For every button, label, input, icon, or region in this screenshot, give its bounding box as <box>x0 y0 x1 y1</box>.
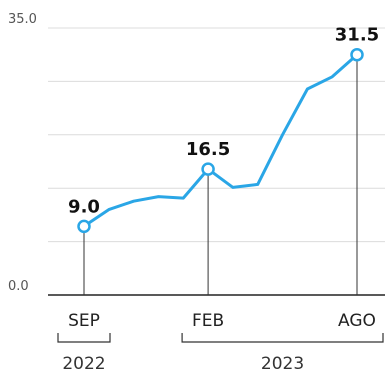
year-bracket <box>57 333 111 343</box>
data-point-marker <box>201 162 215 176</box>
y-tick-label: 0.0 <box>8 279 29 294</box>
axis-labels: 35.0 0.0 <box>8 12 37 294</box>
year-label: 2023 <box>261 354 304 374</box>
series-line <box>82 53 359 228</box>
x-tick-label: AGO <box>338 311 376 331</box>
data-points <box>77 47 364 234</box>
gridlines <box>48 27 385 296</box>
data-label: 16.5 <box>186 139 230 160</box>
x-tick-label: FEB <box>192 311 224 331</box>
data-point-marker <box>77 219 91 234</box>
year-bracket <box>181 333 384 343</box>
series-line-layer <box>82 53 359 228</box>
x-axis-labels: SEP FEB AGO 2022 2023 <box>57 311 384 374</box>
data-labels: 9.0 16.5 31.5 <box>68 25 379 218</box>
data-label: 31.5 <box>335 25 379 46</box>
y-tick-label: 35.0 <box>8 12 37 27</box>
data-point-marker <box>350 47 364 62</box>
drop-lines <box>83 60 358 295</box>
year-label: 2022 <box>62 354 105 374</box>
data-label: 9.0 <box>68 196 100 217</box>
x-tick-label: SEP <box>68 311 100 331</box>
